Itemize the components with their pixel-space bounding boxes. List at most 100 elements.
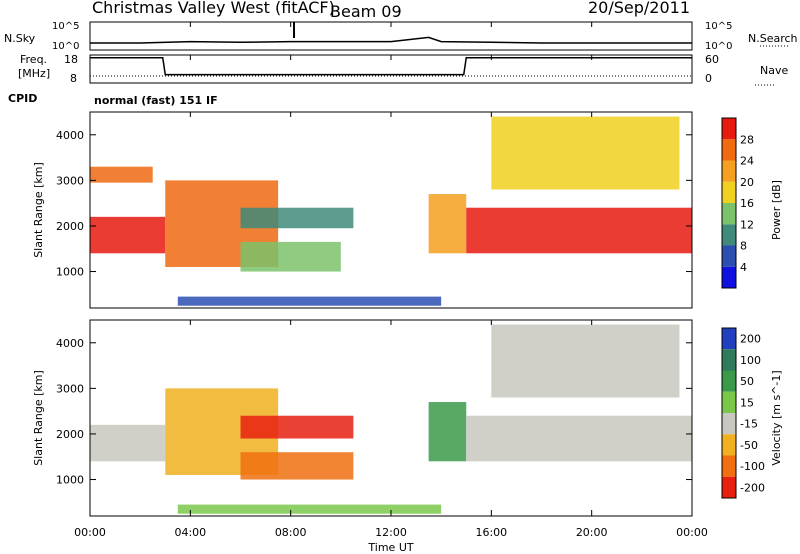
vel-cbar-tick-7: -200 (740, 481, 765, 494)
power-cell-6 (428, 194, 467, 254)
time-axis: 00:00 04:00 08:00 12:00 16:00 20:00 00:00 (74, 22, 708, 539)
freq-label-1: Freq. (20, 53, 47, 66)
power-cell-5 (177, 296, 442, 306)
power-cbar-swatch-0 (722, 266, 736, 288)
velocity-cell-0 (90, 424, 166, 462)
power-ytick-label-3: 4000 (56, 129, 84, 142)
noise-ytick-left-bottom: 10^0 (52, 41, 79, 52)
velocity-panel: 1000 2000 3000 4000 Slant Range [km] (32, 319, 693, 517)
freq-ytick-bottom: 8 (70, 72, 77, 85)
power-cbar-tick-4: 20 (740, 176, 754, 189)
noise-sky-label: N.Sky (4, 32, 36, 45)
velocity-cell-7 (491, 324, 680, 398)
vel-cbar-tick-5: -50 (740, 439, 758, 452)
vel-cbar-swatch-2 (722, 370, 736, 392)
power-cbar-tick-6: 28 (740, 133, 754, 146)
power-data (90, 116, 692, 306)
vel-cbar-tick-3: 15 (740, 396, 754, 409)
time-tick-label-5: 20:00 (576, 526, 608, 539)
power-ytick-label-1: 2000 (56, 220, 84, 233)
noise-ytick-right-bottom: 10^0 (705, 41, 732, 52)
nave-ytick-top: 60 (705, 53, 719, 66)
vel-cbar-swatch-4 (722, 413, 736, 435)
noise-ytick-right-top: 10^5 (705, 21, 732, 32)
velocity-ytick-label-2: 3000 (56, 382, 84, 395)
noise-ytick-left-top: 10^5 (52, 21, 79, 32)
time-tick-label-3: 12:00 (375, 526, 407, 539)
time-tick-label-0: 00:00 (74, 526, 106, 539)
vel-cbar-swatch-5 (722, 434, 736, 456)
freq-label-2: [MHz] (18, 67, 50, 80)
vel-cbar-tick-0: 200 (740, 333, 761, 346)
vel-cbar-tick-6: -100 (740, 460, 765, 473)
time-axis-label: Time UT (367, 541, 413, 554)
power-cell-4 (240, 241, 341, 272)
power-cbar-swatch-7 (722, 118, 736, 140)
vel-cbar-tick-2: 50 (740, 375, 754, 388)
vel-cbar-swatch-6 (722, 455, 736, 477)
nave-ytick-bottom: 0 (705, 72, 712, 85)
cpid-label: CPID (8, 92, 37, 105)
power-cbar-tick-2: 12 (740, 218, 754, 231)
vel-cbar-swatch-7 (722, 476, 736, 498)
power-cbar-swatch-5 (722, 160, 736, 182)
vel-cbar-swatch-0 (722, 328, 736, 350)
power-cbar-tick-3: 16 (740, 197, 754, 210)
noise-panel: N.Sky N.Search 10^5 10^0 10^5 10^0 (4, 21, 798, 52)
time-tick-label-1: 04:00 (174, 526, 206, 539)
station-title: Christmas Valley West (fitACF) (92, 0, 335, 17)
power-cell-8 (491, 116, 680, 190)
velocity-ytick-label-1: 2000 (56, 428, 84, 441)
cpid-text: normal (fast) 151 IF (94, 94, 218, 107)
beam-label: Beam 09 (330, 2, 402, 21)
power-cbar-swatch-3 (722, 203, 736, 225)
power-cell-0 (90, 216, 166, 254)
velocity-colorbar: 200 100 50 15 -15 -50 -100 -200 (721, 327, 765, 499)
velocity-cell-4 (177, 504, 442, 514)
velocity-cell-3 (240, 452, 354, 480)
power-ytick-label-2: 3000 (56, 174, 84, 187)
velocity-data (90, 324, 692, 514)
noise-sky-series (90, 36, 692, 44)
power-yaxis: 1000 2000 3000 4000 (56, 129, 692, 279)
power-cbar-swatch-6 (722, 139, 736, 161)
power-cbar-tick-1: 8 (740, 240, 747, 253)
power-panel: 1000 2000 3000 4000 Slant Range [km] (32, 111, 693, 309)
velocity-yaxis: 1000 2000 3000 4000 (56, 337, 692, 487)
power-cbar-swatch-4 (722, 181, 736, 203)
power-cbar-tick-0: 4 (740, 261, 747, 274)
power-cbar-frame (721, 117, 737, 289)
freq-panel: Freq. [MHz] 18 8 60 0 Nave CPID normal (… (8, 53, 788, 107)
power-cell-1 (90, 166, 153, 183)
vel-cbar-tick-1: 100 (740, 354, 761, 367)
velocity-ytick-label-0: 1000 (56, 474, 84, 487)
vel-cbar-frame (721, 327, 737, 499)
date-label: 20/Sep/2011 (588, 0, 690, 17)
velocity-cell-2 (240, 415, 354, 439)
freq-ytick-top: 18 (64, 53, 78, 66)
time-tick-label-6: 00:00 (676, 526, 708, 539)
time-tick-label-4: 16:00 (475, 526, 507, 539)
power-cell-3 (240, 207, 354, 229)
velocity-cell-5 (428, 402, 467, 462)
power-cell-7 (466, 207, 692, 254)
power-ytick-label-0: 1000 (56, 266, 84, 279)
vel-cbar-swatch-1 (722, 349, 736, 371)
velocity-cell-6 (466, 415, 692, 462)
power-colorbar-label: Power [dB] (770, 180, 783, 240)
time-tick-label-2: 08:00 (275, 526, 307, 539)
power-colorbar: 4 8 12 16 20 24 28 (721, 117, 754, 289)
nave-label: Nave (760, 64, 788, 77)
power-cbar-swatch-2 (722, 224, 736, 246)
power-cbar-tick-5: 24 (740, 155, 754, 168)
noise-search-label: N.Search (748, 32, 798, 45)
freq-series (90, 57, 692, 76)
velocity-ylabel: Slant Range [km] (32, 370, 45, 466)
power-cbar-swatch-1 (722, 245, 736, 267)
velocity-colorbar-label: Velocity [m s^-1] (770, 370, 783, 465)
power-ylabel: Slant Range [km] (32, 162, 45, 258)
vel-cbar-swatch-3 (722, 391, 736, 413)
velocity-ytick-label-3: 4000 (56, 337, 84, 350)
vel-cbar-tick-4: -15 (740, 418, 758, 431)
